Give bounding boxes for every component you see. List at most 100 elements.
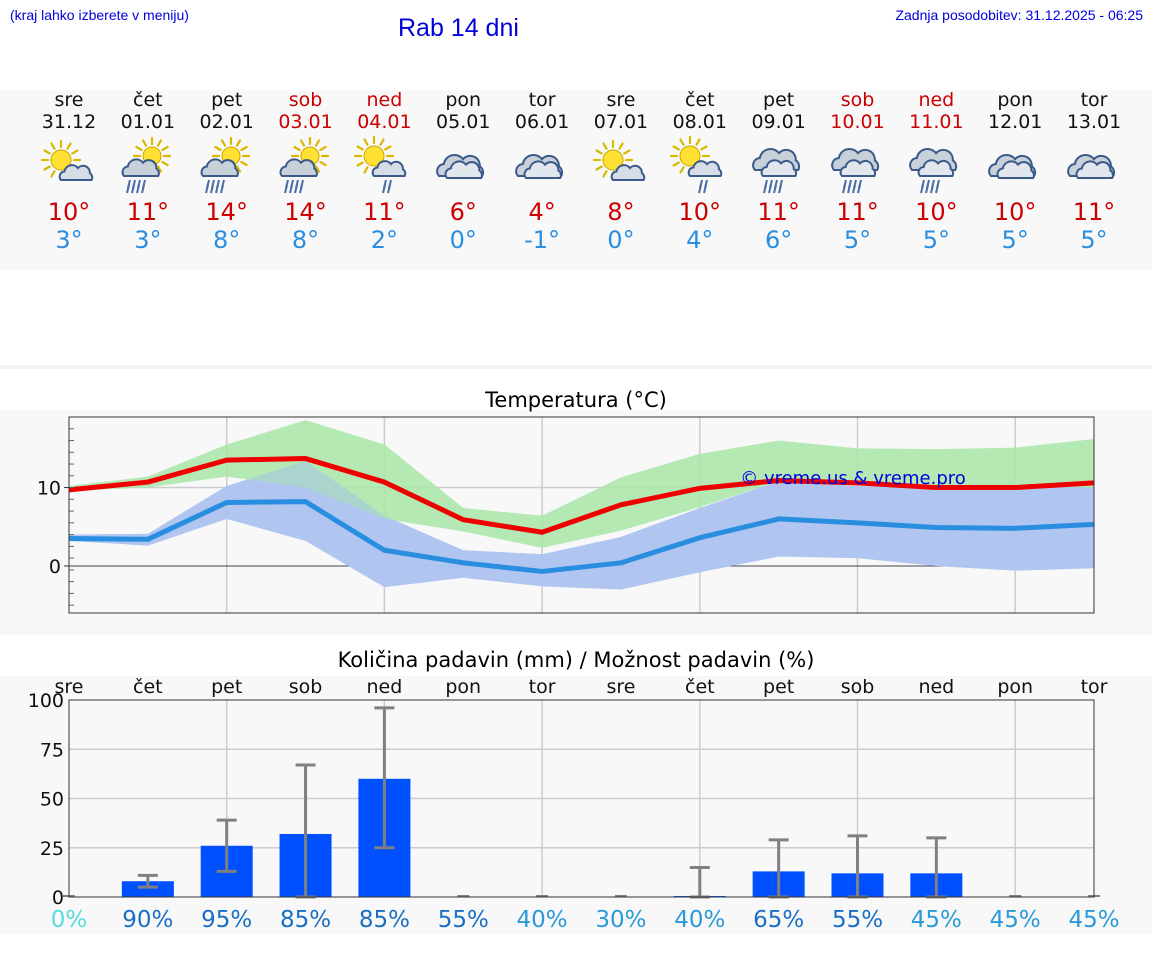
sun-cloud-icon <box>40 139 94 181</box>
day-name: čet <box>133 89 163 111</box>
temp-max: 8° <box>607 198 635 226</box>
day-date: 08.01 <box>672 111 727 133</box>
day-name: pet <box>211 89 243 111</box>
plot-frame <box>68 699 1095 898</box>
max-temperature-line <box>68 456 1095 535</box>
precip-probability: 90% <box>122 907 173 933</box>
day-date: 09.01 <box>751 111 806 133</box>
y-tick-label: 50 <box>40 789 64 811</box>
last-update: Zadnja posodobitev: 31.12.2025 - 06:25 <box>895 7 1143 23</box>
y-tick-label: 0 <box>52 887 64 909</box>
day-date: 06.01 <box>514 111 570 133</box>
temp-max: 11° <box>757 198 800 226</box>
cloud-icon <box>988 154 1037 179</box>
precip-probability: 0% <box>51 907 88 933</box>
day-name: ned <box>918 89 955 111</box>
precip-probability: 40% <box>517 907 568 933</box>
temp-max: 10° <box>915 198 958 226</box>
day-label: čet <box>685 676 715 698</box>
day-label: pon <box>997 676 1033 698</box>
temp-min: 0° <box>607 226 635 254</box>
temp-min: 8° <box>291 226 320 254</box>
day-name: tor <box>528 89 556 111</box>
temp-max: 6° <box>449 198 477 226</box>
temp-max: 10° <box>993 198 1037 226</box>
temp-max: 11° <box>126 198 170 226</box>
temp-min: 6° <box>765 226 793 254</box>
precip-probability: 85% <box>359 907 410 933</box>
plot-frame <box>68 416 1095 614</box>
cloud-icon <box>515 154 564 179</box>
day-label: ned <box>918 676 954 698</box>
precip-probability: 30% <box>595 907 646 933</box>
temp-min: 5° <box>843 226 872 254</box>
temp-max: 14° <box>284 198 327 226</box>
temp-max: 10° <box>47 198 91 226</box>
precip-probability: 45% <box>1068 907 1119 933</box>
day-name: čet <box>685 89 715 111</box>
temp-min: 2° <box>370 226 399 254</box>
day-label: čet <box>133 676 163 698</box>
temp-min: 0° <box>449 226 477 254</box>
temp-max: 11° <box>1072 198 1116 226</box>
precip-probability: 65% <box>753 907 804 933</box>
day-label: sob <box>289 676 323 698</box>
day-name: pet <box>763 89 795 111</box>
day-name: sob <box>840 89 875 111</box>
day-name: pon <box>997 89 1034 111</box>
precip-probability: 55% <box>438 907 489 933</box>
temp-max: 11° <box>363 198 406 226</box>
temp-min: 5° <box>922 226 950 254</box>
day-label: pet <box>763 676 794 698</box>
temp-max: 14° <box>205 198 248 226</box>
day-label: sre <box>55 676 84 698</box>
day-date: 07.01 <box>593 111 649 133</box>
day-name: sre <box>54 89 84 111</box>
day-date: 04.01 <box>357 111 412 133</box>
forecast-band <box>0 90 1152 270</box>
day-name: pon <box>445 89 482 111</box>
page-title: Rab 14 dni <box>398 14 519 42</box>
precip-probability: 55% <box>832 907 883 933</box>
precip-probability: 45% <box>990 907 1041 933</box>
temp-max: 11° <box>836 198 879 226</box>
day-date: 12.01 <box>987 111 1043 133</box>
precip-probability: 85% <box>280 907 331 933</box>
day-date: 01.01 <box>120 111 176 133</box>
y-tick-label: 10 <box>37 478 61 500</box>
temp-max: 10° <box>678 198 722 226</box>
location-hint[interactable]: (kraj lahko izberete v meniju) <box>10 7 189 23</box>
precip-probability: 95% <box>201 907 252 933</box>
watermark: © vreme.us & vreme.pro <box>740 468 966 489</box>
cloud-rain-icon <box>909 148 958 194</box>
precip-probability: 40% <box>674 907 725 933</box>
divider <box>0 365 1152 369</box>
y-tick-label: 100 <box>28 690 64 712</box>
day-name: tor <box>1080 89 1108 111</box>
day-date: 13.01 <box>1066 111 1122 133</box>
min-temperature-line <box>68 499 1095 574</box>
temp-min: 3° <box>55 226 83 254</box>
day-date: 05.01 <box>436 111 491 133</box>
day-date: 10.01 <box>830 111 885 133</box>
day-name: ned <box>366 89 403 111</box>
min-range-overlap <box>69 460 1095 590</box>
temp-min: 5° <box>1001 226 1029 254</box>
y-tick-label: 75 <box>40 739 64 761</box>
sun-cloud-rain-icon <box>200 136 250 194</box>
sun-cloud-light-rain-icon <box>669 136 723 194</box>
y-tick-label: 0 <box>49 556 61 578</box>
y-tick-label: 25 <box>40 838 64 860</box>
temp-min: 4° <box>686 226 714 254</box>
temp-max: 4° <box>528 198 556 226</box>
day-label: ned <box>367 676 403 698</box>
precip-chart-title: Količina padavin (mm) / Možnost padavin … <box>337 648 815 672</box>
sun-cloud-light-rain-icon <box>354 136 407 194</box>
precip-bar <box>121 881 174 897</box>
temp-min: 5° <box>1080 226 1108 254</box>
temp-min: 8° <box>213 226 241 254</box>
day-name: sre <box>606 89 636 111</box>
temperature-chart: 0 10 © vreme.us & vreme.pro <box>37 416 1095 614</box>
cloud-icon <box>1067 154 1116 179</box>
day-label: pon <box>445 676 481 698</box>
